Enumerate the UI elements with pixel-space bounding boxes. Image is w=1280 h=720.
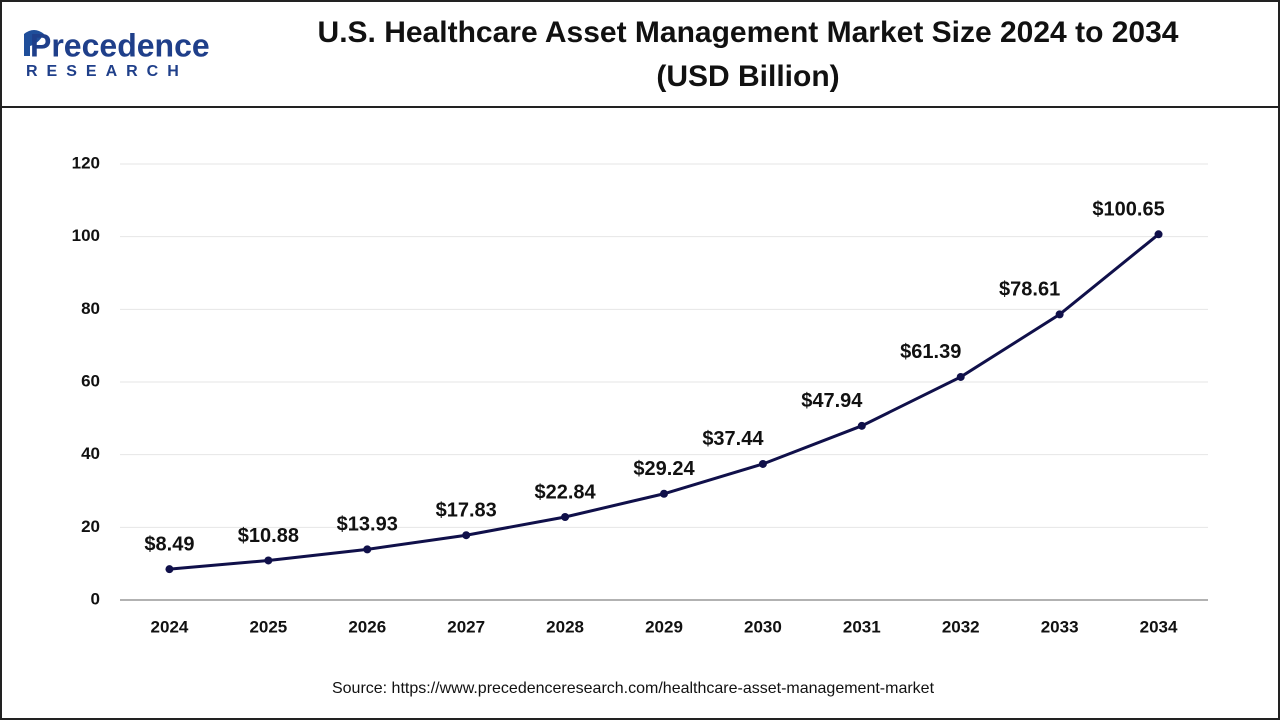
x-tick-label: 2029 xyxy=(645,617,683,636)
y-tick-label: 100 xyxy=(72,226,100,245)
point xyxy=(1154,230,1163,239)
source: Source: https://www.precedenceresearch.c… xyxy=(332,680,935,697)
logo-sub: RESEARCH xyxy=(26,63,188,80)
y-tick-label: 120 xyxy=(72,153,100,172)
point xyxy=(264,556,273,565)
x-tick-label: 2031 xyxy=(843,617,881,636)
logo-icon xyxy=(24,30,44,56)
chart-title: (USD Billion) xyxy=(656,60,839,93)
value-label: $37.44 xyxy=(702,428,764,450)
value-label: $8.49 xyxy=(144,533,194,555)
x-tick-label: 2027 xyxy=(447,617,485,636)
x-tick-label: 2034 xyxy=(1140,617,1178,636)
value-label: $100.65 xyxy=(1092,199,1164,221)
point xyxy=(857,421,866,430)
value-label: $78.61 xyxy=(999,279,1060,301)
point xyxy=(363,545,372,554)
y-tick-label: 0 xyxy=(91,589,100,608)
logo-name: Precedence xyxy=(30,27,210,63)
y-tick-label: 40 xyxy=(81,444,100,463)
x-tick-label: 2024 xyxy=(151,617,189,636)
point xyxy=(956,372,965,381)
x-tick-label: 2028 xyxy=(546,617,584,636)
chart-title: U.S. Healthcare Asset Management Market … xyxy=(318,16,1179,49)
x-tick-label: 2026 xyxy=(348,617,386,636)
point xyxy=(165,565,174,574)
x-tick-label: 2032 xyxy=(942,617,980,636)
y-tick-label: 80 xyxy=(81,299,100,318)
value-label: $22.84 xyxy=(535,481,597,503)
value-label: $13.93 xyxy=(337,514,398,536)
point xyxy=(1055,310,1064,319)
value-label: $47.94 xyxy=(801,390,863,412)
x-tick-label: 2033 xyxy=(1041,617,1079,636)
point xyxy=(561,513,570,522)
point xyxy=(660,489,668,498)
point xyxy=(462,531,471,540)
y-tick-label: 60 xyxy=(81,371,100,390)
x-tick-label: 2025 xyxy=(249,617,287,636)
x-tick-label: 2030 xyxy=(744,617,782,636)
y-tick-label: 20 xyxy=(81,517,100,536)
value-label: $29.24 xyxy=(633,458,695,480)
value-label: $61.39 xyxy=(900,341,961,363)
point xyxy=(758,459,767,468)
value-label: $17.83 xyxy=(436,499,497,521)
value-label: $10.88 xyxy=(238,525,299,547)
